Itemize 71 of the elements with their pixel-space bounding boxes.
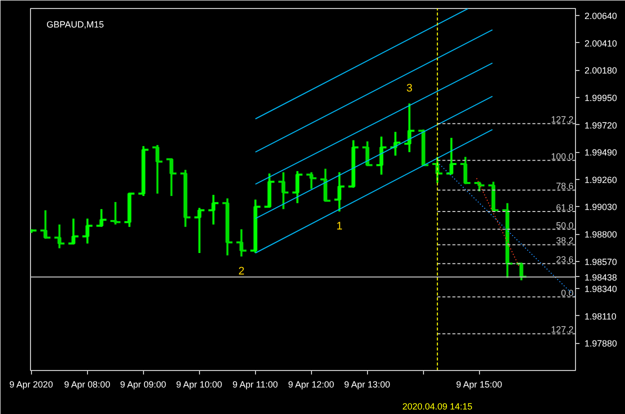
annotation: 3 [406, 82, 412, 94]
y-tick-label: 1.97880 [584, 338, 618, 349]
candlestick [137, 145, 150, 198]
candlestick [221, 197, 234, 256]
y-tick-label: 2.00410 [584, 38, 618, 48]
annotation: 2 [238, 266, 244, 278]
ref-line-label: 1.98438 [584, 272, 618, 282]
x-tick-label: 9 Apr 08:00 [64, 380, 110, 390]
candlestick [165, 158, 178, 198]
text: GBPAUD,M15 [46, 20, 104, 30]
y-tick-label: 1.99950 [584, 93, 618, 104]
x-tick-label: 9 Apr 2020 [9, 380, 53, 390]
candlestick [277, 171, 290, 210]
ref-line-label: 2020.04.09 14:15 [402, 402, 472, 412]
annotation: 0.0 [560, 288, 574, 298]
annotation: 127.2 [550, 324, 574, 335]
candlestick [67, 218, 80, 245]
candlestick [347, 139, 360, 189]
candlestick [431, 156, 444, 184]
candlestick [263, 172, 276, 208]
annotation: 78.6 [556, 181, 574, 192]
y-tick-label: 2.00180 [584, 66, 618, 76]
candlestick [515, 262, 528, 282]
candlestick [445, 136, 458, 176]
y-tick-label: 1.98110 [584, 311, 616, 322]
y-tick-label: 1.98800 [584, 230, 618, 240]
x-tick-label: 9 Apr 15:00 [456, 380, 502, 390]
candlestick [459, 156, 472, 186]
candlestick [319, 168, 332, 202]
candlestick [361, 140, 374, 166]
candlestick [501, 202, 514, 279]
candlestick [123, 192, 136, 228]
candlestick [417, 128, 430, 166]
x-tick-label: 9 Apr 10:00 [176, 380, 222, 390]
candlestick [473, 180, 486, 192]
y-tick-label: 1.98340 [584, 284, 618, 294]
annotation: 1 [336, 220, 342, 232]
y-tick-label: 2.00640 [584, 11, 618, 22]
candlestick [389, 130, 402, 157]
annotation: 127.2 [550, 114, 574, 125]
x-tick-label: 9 Apr 13:00 [344, 380, 390, 390]
candlestick [487, 180, 500, 212]
candlestick [39, 209, 52, 240]
annotation: 38.2 [556, 236, 574, 246]
candlestick [193, 206, 206, 254]
y-tick-label: 1.99490 [584, 148, 618, 158]
y-tick-label: 1.99030 [584, 202, 618, 212]
candlestick [179, 168, 192, 228]
candlestick [53, 224, 66, 250]
candlestick [151, 144, 164, 195]
candlestick [95, 208, 108, 228]
candlestick [109, 200, 122, 226]
y-tick-label: 1.99260 [584, 174, 618, 185]
annotation: 23.6 [556, 254, 574, 265]
candlestick [291, 170, 304, 204]
annotation: 100.0 [550, 151, 574, 162]
candlestick [403, 102, 416, 154]
candlestick [375, 136, 388, 176]
candlestick [235, 228, 248, 258]
candlestick [249, 198, 262, 254]
candlestick [333, 171, 346, 212]
x-tick-label: 9 Apr 09:00 [120, 380, 166, 390]
candlestick [81, 218, 94, 245]
candlestick [207, 194, 220, 226]
y-tick-label: 1.99720 [584, 120, 618, 130]
x-tick-label: 9 Apr 11:00 [232, 380, 278, 390]
annotation: 61.8 [556, 202, 574, 212]
annotation: 50.0 [556, 220, 574, 230]
candlestick [305, 171, 318, 190]
x-tick-label: 9 Apr 12:00 [288, 380, 334, 390]
y-tick-label: 1.98570 [584, 256, 618, 267]
